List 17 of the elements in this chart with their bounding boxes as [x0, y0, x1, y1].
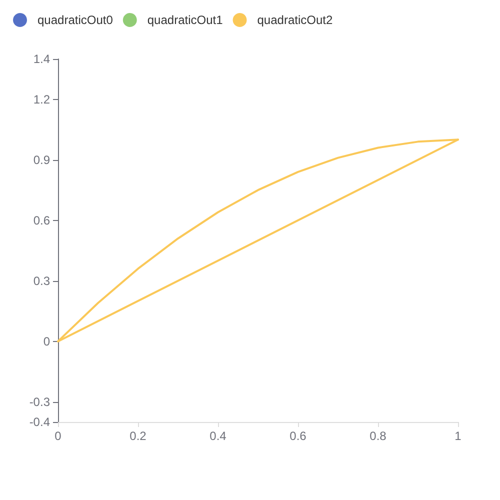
x-tick-label: 1: [454, 429, 462, 443]
y-tick-label: 0: [43, 334, 50, 348]
legend-label: quadraticOut0: [38, 13, 114, 27]
y-tick-label: -0.4: [29, 415, 50, 429]
y-tick-label: 0.6: [33, 213, 50, 228]
x-tick-label: 0.6: [290, 429, 307, 443]
x-tick-label: 0.4: [210, 429, 227, 443]
y-tick-label: 1.2: [33, 92, 50, 106]
y-tick-label: 0.3: [33, 274, 50, 288]
y-tick-label: 1.4: [33, 52, 50, 66]
x-tick-label: 0: [54, 429, 62, 443]
legend-label: quadraticOut1: [147, 13, 224, 27]
x-tick-label: 0.8: [370, 429, 387, 443]
x-tick-label: 0.2: [130, 429, 147, 443]
y-tick-label: -0.3: [29, 394, 50, 409]
y-tick-label: 0.9: [33, 152, 50, 167]
legend-label: quadraticOut2: [257, 13, 333, 27]
